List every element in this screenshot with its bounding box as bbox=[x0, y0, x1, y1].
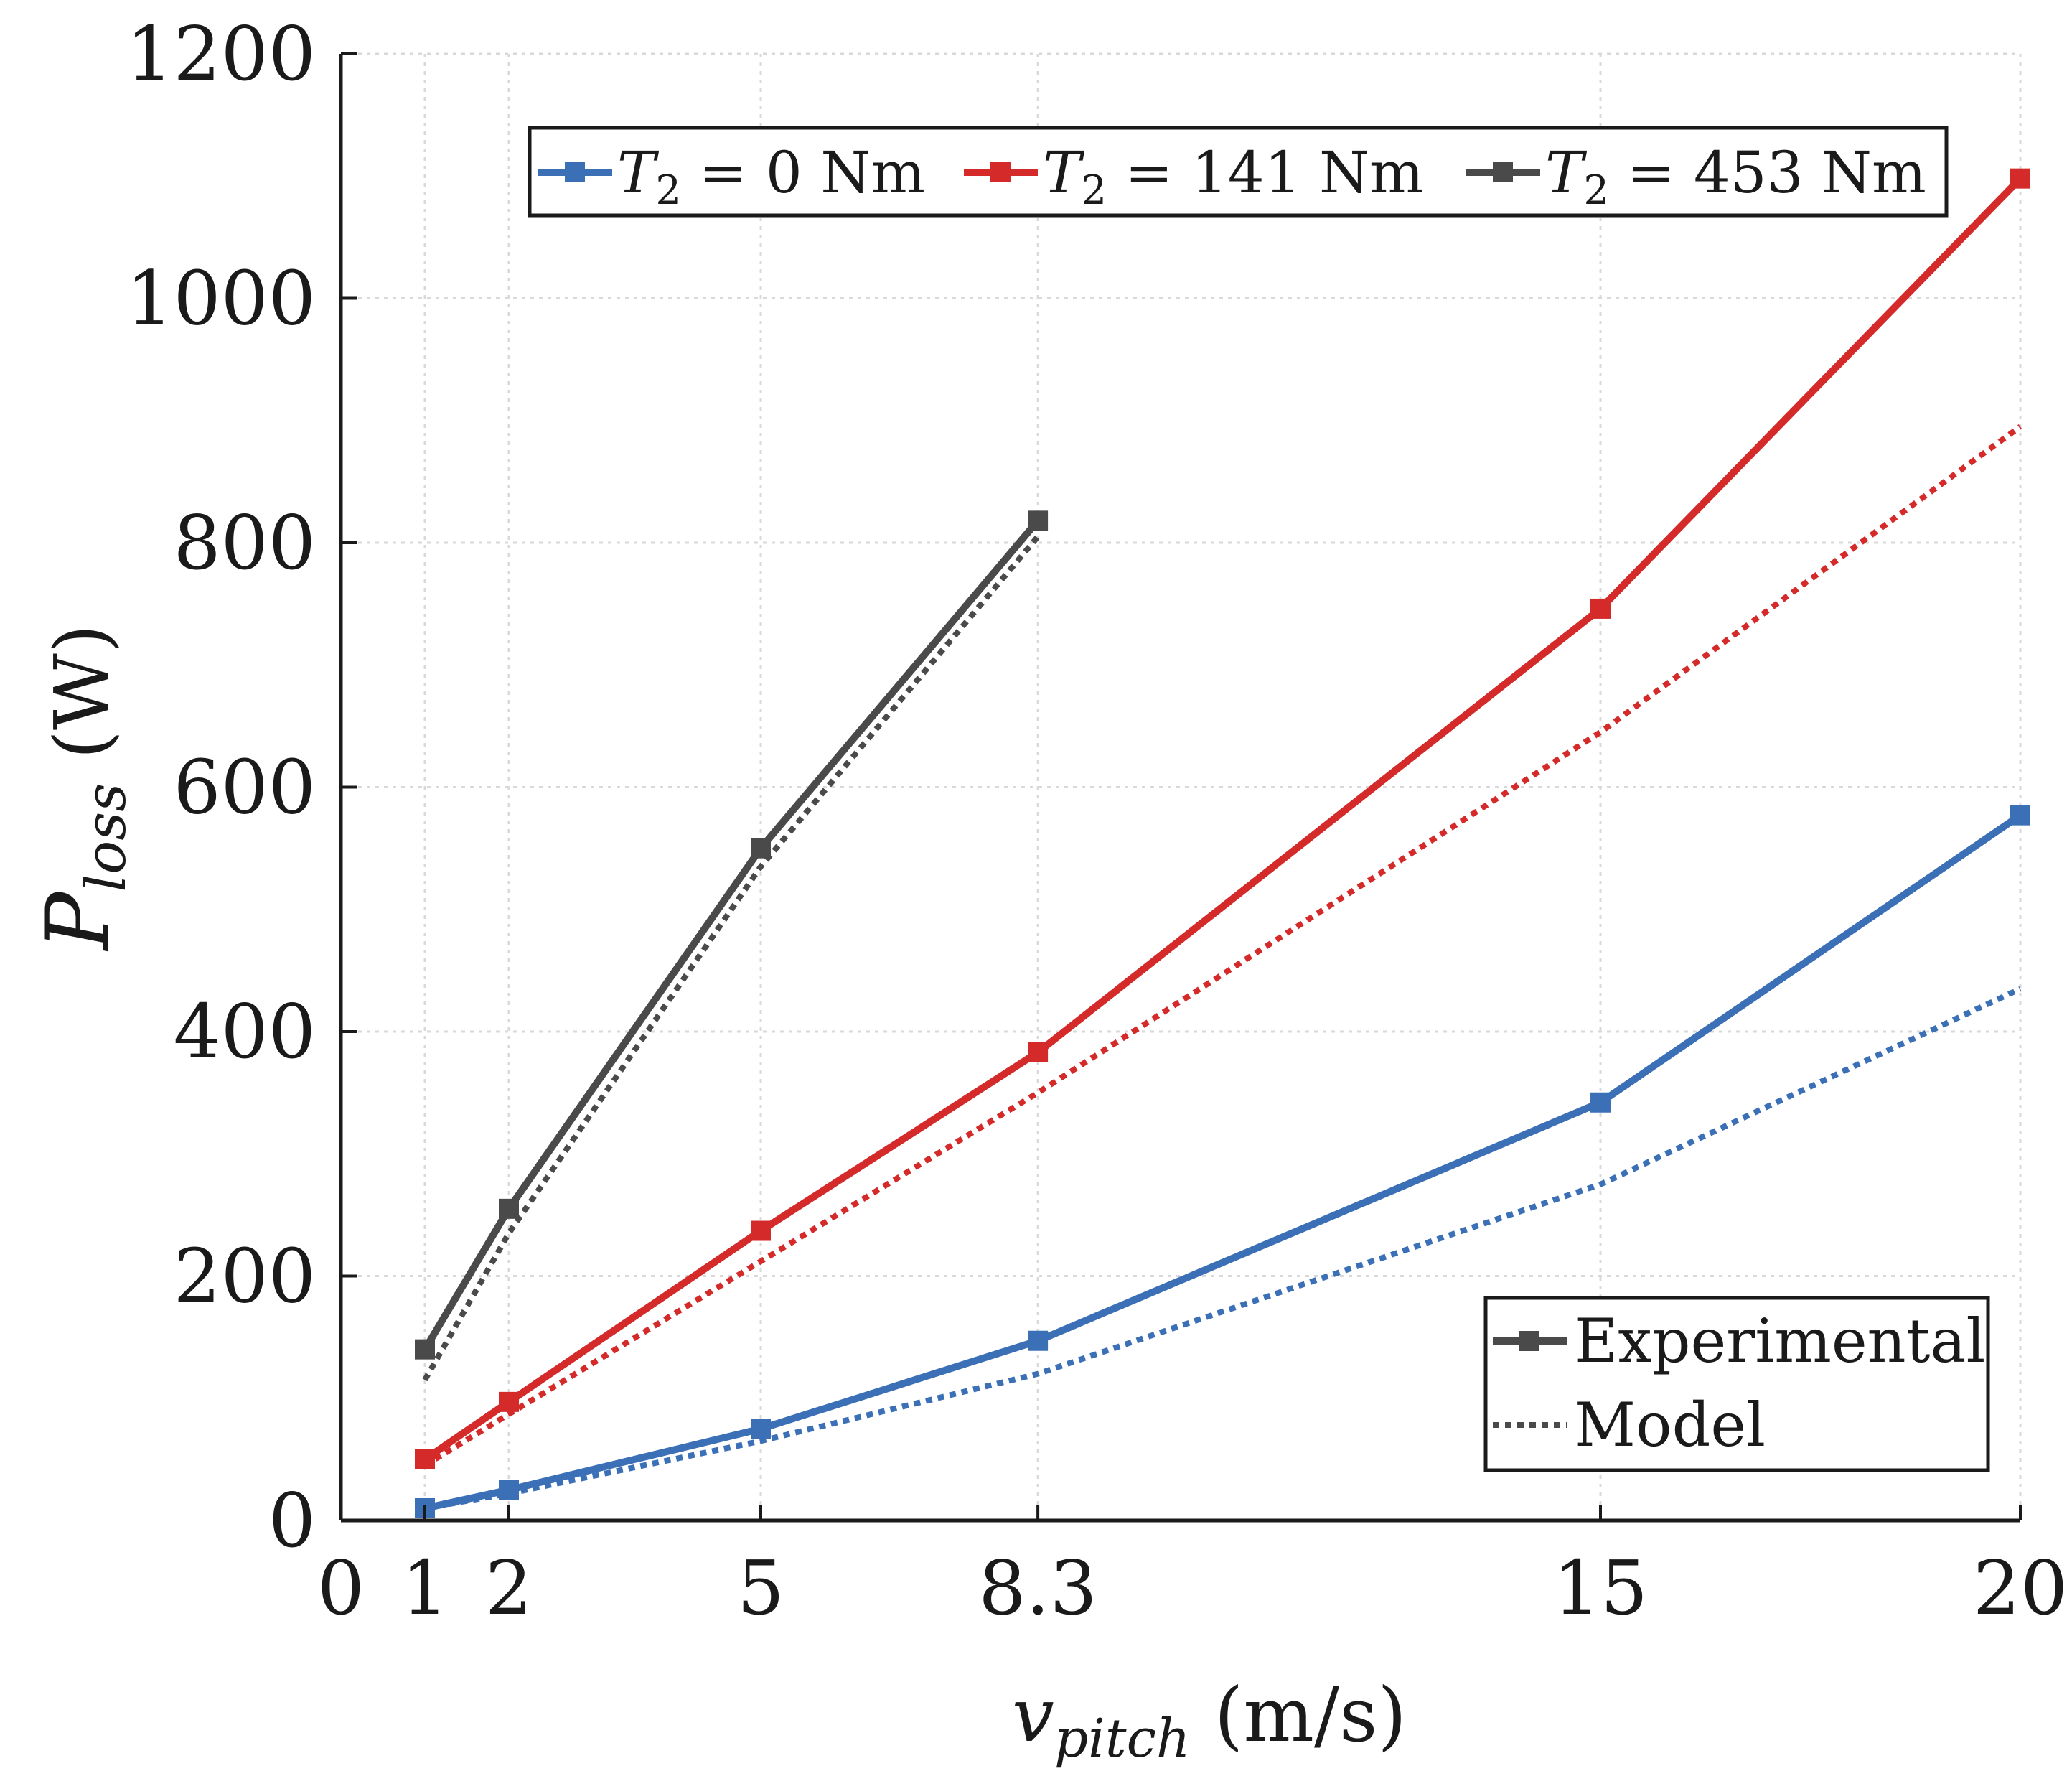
y-axis-label-group: Ploss (W) bbox=[29, 625, 139, 952]
x-tick-label: 5 bbox=[737, 1544, 784, 1632]
legend-marker-swatch bbox=[990, 162, 1011, 182]
axis-labels: vpitch (m/s) Ploss (W) bbox=[29, 625, 1407, 1770]
x-tick-label: 8.3 bbox=[978, 1544, 1097, 1632]
grid bbox=[341, 52, 2022, 1520]
data-point bbox=[751, 1220, 771, 1241]
style-legend-box bbox=[1483, 1296, 1990, 1472]
x-tick-label: 1 bbox=[401, 1544, 449, 1632]
series-t2-0-nm bbox=[415, 805, 2030, 1518]
x-tick-label: 2 bbox=[485, 1544, 533, 1632]
data-point bbox=[1028, 1330, 1049, 1351]
x-tick-label: 0 bbox=[317, 1544, 365, 1632]
y-tick-label: 800 bbox=[173, 499, 316, 587]
model-line bbox=[424, 986, 2022, 1511]
legend-model-label: Model bbox=[1574, 1390, 1766, 1460]
data-point bbox=[1028, 510, 1049, 531]
legend-marker-swatch bbox=[565, 162, 585, 182]
x-tick-label: 15 bbox=[1553, 1544, 1648, 1632]
y-tick-label: 200 bbox=[173, 1233, 316, 1320]
data-point bbox=[1590, 1092, 1611, 1113]
legend-marker-swatch bbox=[1493, 162, 1513, 182]
data-point bbox=[751, 838, 771, 859]
legend-experimental-marker bbox=[1519, 1331, 1539, 1351]
experimental-line bbox=[423, 176, 2023, 1463]
y-tick-label: 400 bbox=[173, 988, 316, 1075]
x-axis-label: vpitch (m/s) bbox=[1012, 1671, 1407, 1770]
data-point bbox=[415, 1339, 435, 1360]
experimental-line bbox=[421, 518, 1041, 1352]
data-point bbox=[415, 1449, 435, 1469]
data-point bbox=[2010, 168, 2030, 189]
y-tick-label: 1200 bbox=[126, 10, 316, 98]
y-tick-label: 0 bbox=[268, 1477, 316, 1564]
data-point bbox=[751, 1419, 771, 1439]
y-tick-label: 1000 bbox=[126, 255, 316, 342]
series-legend-box bbox=[528, 126, 1949, 218]
series-t2-453-nm bbox=[415, 510, 1049, 1382]
series-layer bbox=[415, 168, 2030, 1518]
experimental-line bbox=[423, 812, 2022, 1512]
series-t2-141-nm bbox=[415, 168, 2030, 1469]
legend-entry-label: T2 = 141 Nm bbox=[1043, 139, 1424, 214]
legend-entry-label: T2 = 0 Nm bbox=[617, 139, 925, 214]
axes bbox=[339, 52, 2022, 1523]
data-point bbox=[2010, 805, 2030, 826]
data-point bbox=[1028, 1042, 1049, 1062]
legend-entry-label: T2 = 453 Nm bbox=[1545, 139, 1926, 214]
x-tick-label: 20 bbox=[1973, 1544, 2068, 1632]
data-point bbox=[499, 1391, 519, 1412]
data-point bbox=[1590, 598, 1611, 619]
style-legend: Experimental Model bbox=[1483, 1296, 1990, 1472]
model-line bbox=[422, 534, 1041, 1382]
y-axis-label: Ploss (W) bbox=[29, 625, 139, 952]
series-legend: T2 = 0 Nm T2 = 141 Nm T2 = 453 Nm bbox=[528, 126, 1949, 218]
model-line bbox=[423, 424, 2022, 1468]
data-point bbox=[499, 1480, 519, 1500]
data-point bbox=[499, 1198, 519, 1219]
legend-experimental-label: Experimental bbox=[1574, 1306, 1985, 1376]
y-tick-label: 600 bbox=[173, 744, 316, 831]
